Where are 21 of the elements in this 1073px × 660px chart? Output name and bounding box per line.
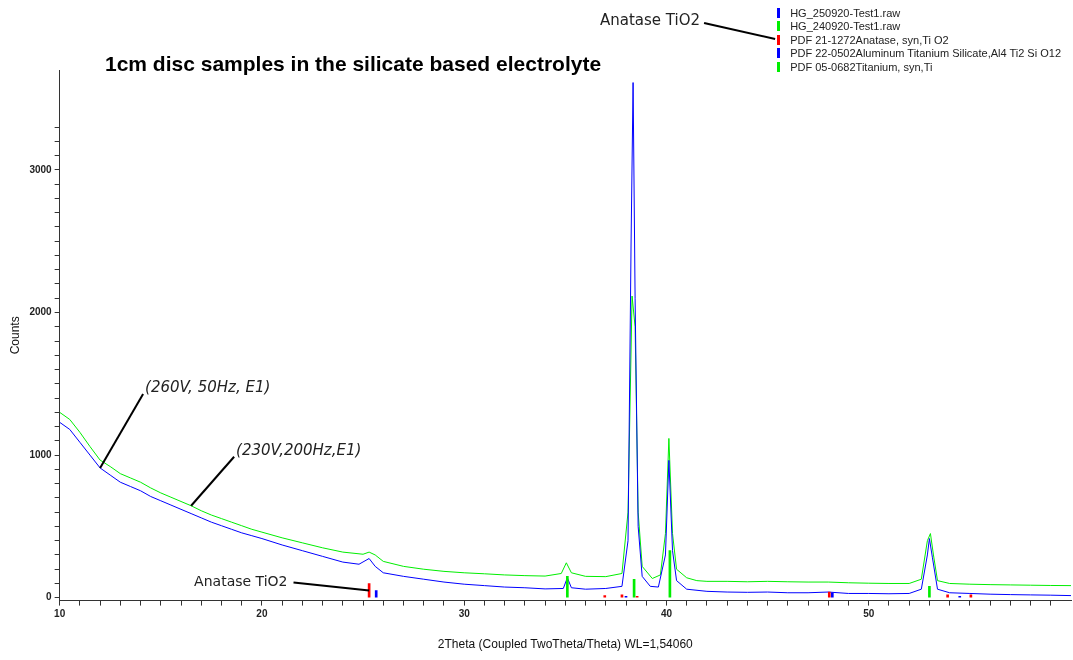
annotation: Anatase TiO2 — [194, 573, 288, 590]
legend-label: HG_240920-Test1.raw — [790, 20, 901, 33]
text: Anatase TiO2 — [600, 10, 701, 29]
legend-label: PDF 05-0682Titanium, syn,Ti — [790, 60, 933, 73]
annotation: (260V, 50Hz, E1) — [145, 377, 271, 396]
legend-label: PDF 22-0502Aluminum Titanium Silicate,Al4 Ti2 Si O12 — [790, 47, 1061, 60]
x-axis-title: 2Theta (Coupled TwoTheta/Theta) WL=1,54060 — [437, 637, 694, 652]
legend-label: PDF 21-1272Anatase, syn,Ti O2 — [790, 33, 949, 46]
annotation: (230V,200Hz,E1) — [236, 440, 362, 459]
legend-label: HG_250920-Test1.raw — [790, 6, 901, 19]
x-tick-label: 50 — [863, 608, 875, 620]
y-axis-title: Counts — [7, 316, 22, 355]
x-tick-label: 40 — [660, 608, 673, 620]
x-tick-label: 20 — [256, 608, 268, 620]
y-tick-label: 1000 — [29, 448, 53, 460]
x-tick-label: 10 — [54, 608, 66, 620]
x-tick-label: 30 — [458, 608, 471, 620]
y-tick-label: 2000 — [29, 306, 53, 318]
y-tick-label: 3000 — [29, 163, 53, 175]
y-tick-label: 0 — [46, 591, 53, 603]
chart-title: 1cm disc samples in the silicate based electrolyte — [105, 52, 602, 76]
